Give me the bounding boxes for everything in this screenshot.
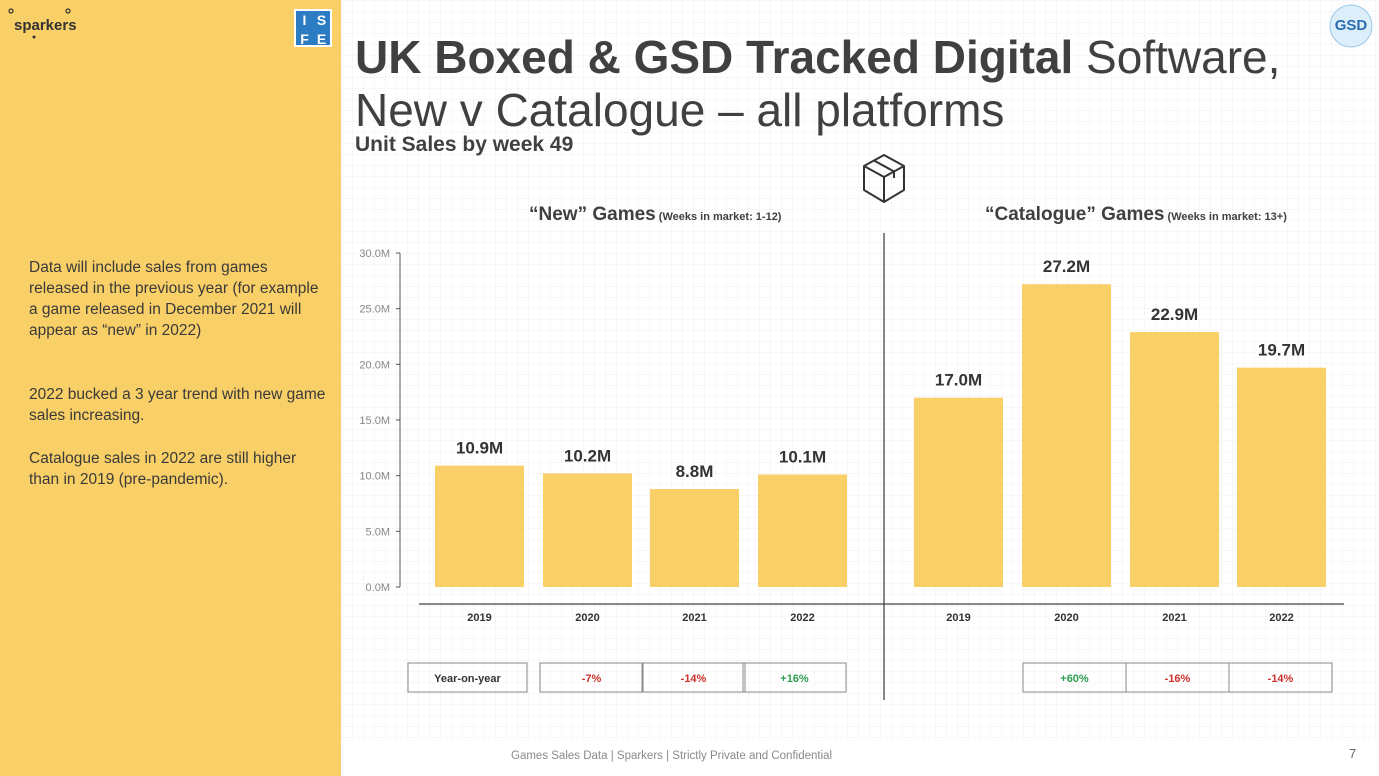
x-tick-label: 2020 (1054, 612, 1078, 624)
x-tick-label: 2019 (467, 612, 491, 624)
y-tick-label: 0.0M (366, 582, 390, 594)
x-tick-label: 2020 (575, 612, 599, 624)
sparkers-logo-text: sparkers (14, 17, 77, 34)
yoy-label: Year-on-year (434, 673, 501, 685)
x-tick-label: 2022 (1269, 612, 1293, 624)
data-label: 10.1M (779, 448, 826, 467)
y-tick-label: 20.0M (359, 359, 390, 371)
yoy-cell (742, 662, 847, 693)
data-label: 10.9M (456, 439, 503, 458)
panel-title: “New” Games (Weeks in market: 1-12) (529, 204, 782, 225)
data-label: 8.8M (676, 462, 714, 481)
bar-new-2021 (650, 489, 739, 587)
x-tick-label: 2022 (790, 612, 814, 624)
y-tick-label: 30.0M (359, 248, 390, 260)
page-title-line2: New v Catalogue – all platforms (355, 84, 1005, 136)
main-slide: UK Boxed & GSD Tracked Digital Software,… (341, 0, 1379, 776)
gsd-logo: GSD (1329, 4, 1373, 48)
data-label: 17.0M (935, 371, 982, 390)
bar-new-2019 (435, 465, 524, 587)
yoy-cell (539, 662, 644, 693)
x-tick-label: 2019 (946, 612, 970, 624)
x-tick-label: 2021 (1162, 612, 1186, 624)
y-tick-label: 15.0M (359, 415, 390, 427)
data-label: 27.2M (1043, 257, 1090, 276)
sparkers-logo: sparkers (8, 8, 77, 39)
y-tick-label: 5.0M (366, 526, 390, 538)
yoy-cell (1228, 662, 1333, 693)
box-icon (863, 154, 905, 203)
yoy-value: -7% (582, 673, 602, 685)
page-number: 7 (1349, 746, 1357, 761)
page-title: UK Boxed & GSD Tracked Digital Software, (355, 31, 1281, 83)
page-subtitle: Unit Sales by week 49 (355, 133, 574, 156)
yoy-value: +16% (780, 673, 809, 685)
data-label: 10.2M (564, 446, 611, 465)
note-catalogue: Catalogue sales in 2022 are still higher… (29, 450, 297, 488)
yoy-value: +60% (1060, 673, 1089, 685)
data-label: 19.7M (1258, 341, 1305, 360)
sales-chart: 0.0M 5.0M 10.0M 15.0M 20.0M 25.0M 30.0M “New” G… (359, 204, 1344, 700)
panel-title: “Catalogue” Games (Weeks in market: 13+) (985, 204, 1287, 225)
yoy-value: -14% (1268, 673, 1294, 685)
yoy-label-cell (407, 662, 528, 693)
bar-catalogue-2019 (914, 397, 1003, 587)
note-new-definition: Data will include sales from games relea… (29, 259, 319, 339)
gsd-logo-text: GSD (1335, 17, 1368, 34)
note-trend: 2022 bucked a 3 year trend with new game… (29, 386, 326, 424)
x-tick-label: 2021 (682, 612, 706, 624)
bar-new-2022 (758, 474, 847, 587)
bar-catalogue-2021 (1130, 332, 1219, 587)
yoy-value: -14% (681, 673, 707, 685)
yoy-cell (641, 662, 746, 693)
data-label: 22.9M (1151, 305, 1198, 324)
footer-text: Games Sales Data | Sparkers | Strictly P… (511, 750, 833, 762)
bar-catalogue-2020 (1022, 284, 1111, 587)
y-tick-label: 10.0M (359, 471, 390, 483)
bar-catalogue-2022 (1237, 367, 1326, 587)
yoy-value: -16% (1165, 673, 1191, 685)
bar-new-2020 (543, 473, 632, 587)
y-tick-label: 25.0M (359, 304, 390, 316)
